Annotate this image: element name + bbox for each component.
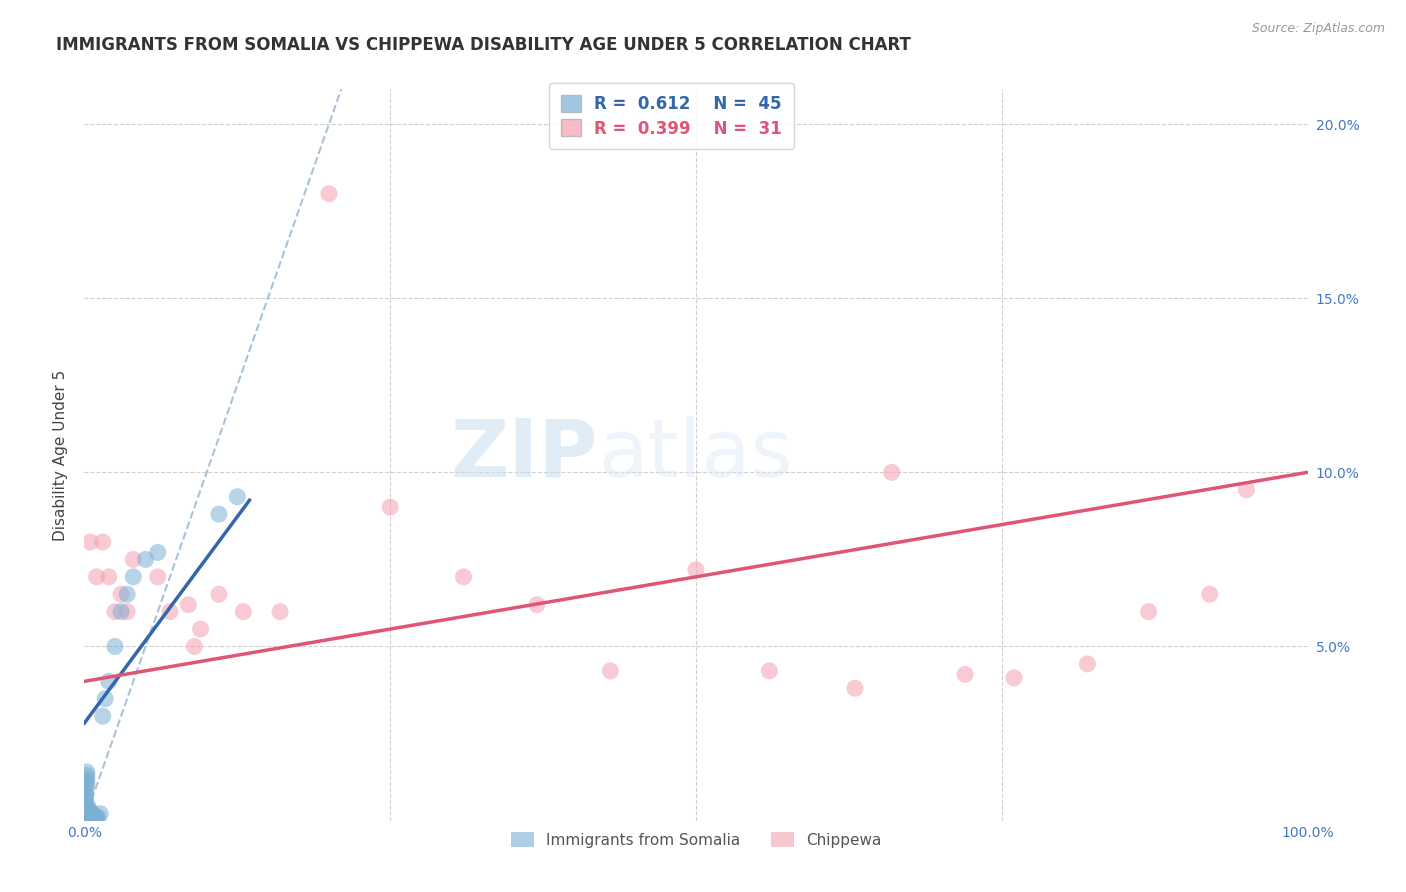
Point — [79, 806, 101, 821]
Point — [1137, 605, 1160, 619]
Point — [80, 806, 103, 821]
Point — [110, 605, 132, 619]
Point — [94, 691, 117, 706]
Point — [318, 186, 340, 201]
Point — [75, 799, 97, 814]
Point — [269, 605, 291, 619]
Point — [146, 545, 169, 559]
Point — [79, 535, 101, 549]
Point — [146, 570, 169, 584]
Point — [76, 775, 98, 789]
Point — [76, 810, 98, 824]
Point — [183, 640, 205, 654]
Point — [844, 681, 866, 696]
Point — [77, 806, 100, 821]
Point — [453, 570, 475, 584]
Point — [115, 605, 138, 619]
Point — [1002, 671, 1025, 685]
Text: Source: ZipAtlas.com: Source: ZipAtlas.com — [1251, 22, 1385, 36]
Point — [75, 793, 97, 807]
Point — [77, 810, 100, 824]
Point — [208, 507, 231, 521]
Point — [79, 810, 101, 824]
Point — [87, 810, 110, 824]
Point — [84, 810, 107, 824]
Point — [526, 598, 548, 612]
Text: ZIP: ZIP — [451, 416, 598, 494]
Point — [77, 803, 100, 817]
Point — [953, 667, 976, 681]
Point — [75, 796, 97, 810]
Y-axis label: Disability Age Under 5: Disability Age Under 5 — [53, 369, 69, 541]
Point — [82, 806, 104, 821]
Point — [75, 806, 97, 821]
Point — [599, 664, 621, 678]
Point — [758, 664, 780, 678]
Point — [86, 570, 108, 584]
Point — [76, 779, 98, 793]
Point — [77, 806, 100, 821]
Point — [232, 605, 254, 619]
Point — [880, 466, 903, 480]
Point — [91, 709, 114, 723]
Point — [1198, 587, 1220, 601]
Text: IMMIGRANTS FROM SOMALIA VS CHIPPEWA DISABILITY AGE UNDER 5 CORRELATION CHART: IMMIGRANTS FROM SOMALIA VS CHIPPEWA DISA… — [56, 36, 911, 54]
Point — [80, 810, 103, 824]
Point — [104, 605, 127, 619]
Point — [380, 500, 402, 515]
Point — [208, 587, 231, 601]
Point — [76, 772, 98, 786]
Point — [122, 570, 145, 584]
Point — [91, 535, 114, 549]
Point — [159, 605, 181, 619]
Point — [77, 803, 100, 817]
Point — [135, 552, 157, 566]
Point — [82, 810, 104, 824]
Point — [77, 799, 100, 814]
Point — [104, 640, 127, 654]
Legend: Immigrants from Somalia, Chippewa: Immigrants from Somalia, Chippewa — [502, 822, 890, 857]
Point — [226, 490, 249, 504]
Point — [75, 803, 97, 817]
Point — [97, 674, 120, 689]
Point — [177, 598, 200, 612]
Point — [122, 552, 145, 566]
Point — [77, 810, 100, 824]
Point — [1236, 483, 1258, 497]
Point — [86, 810, 108, 824]
Point — [110, 587, 132, 601]
Point — [97, 570, 120, 584]
Point — [75, 810, 97, 824]
Point — [75, 789, 97, 804]
Point — [75, 786, 97, 800]
Point — [75, 782, 97, 797]
Point — [76, 768, 98, 782]
Point — [685, 563, 707, 577]
Point — [77, 806, 100, 821]
Point — [1076, 657, 1098, 671]
Point — [89, 806, 111, 821]
Point — [190, 622, 212, 636]
Point — [83, 810, 105, 824]
Text: atlas: atlas — [598, 416, 793, 494]
Point — [115, 587, 138, 601]
Point — [76, 764, 98, 779]
